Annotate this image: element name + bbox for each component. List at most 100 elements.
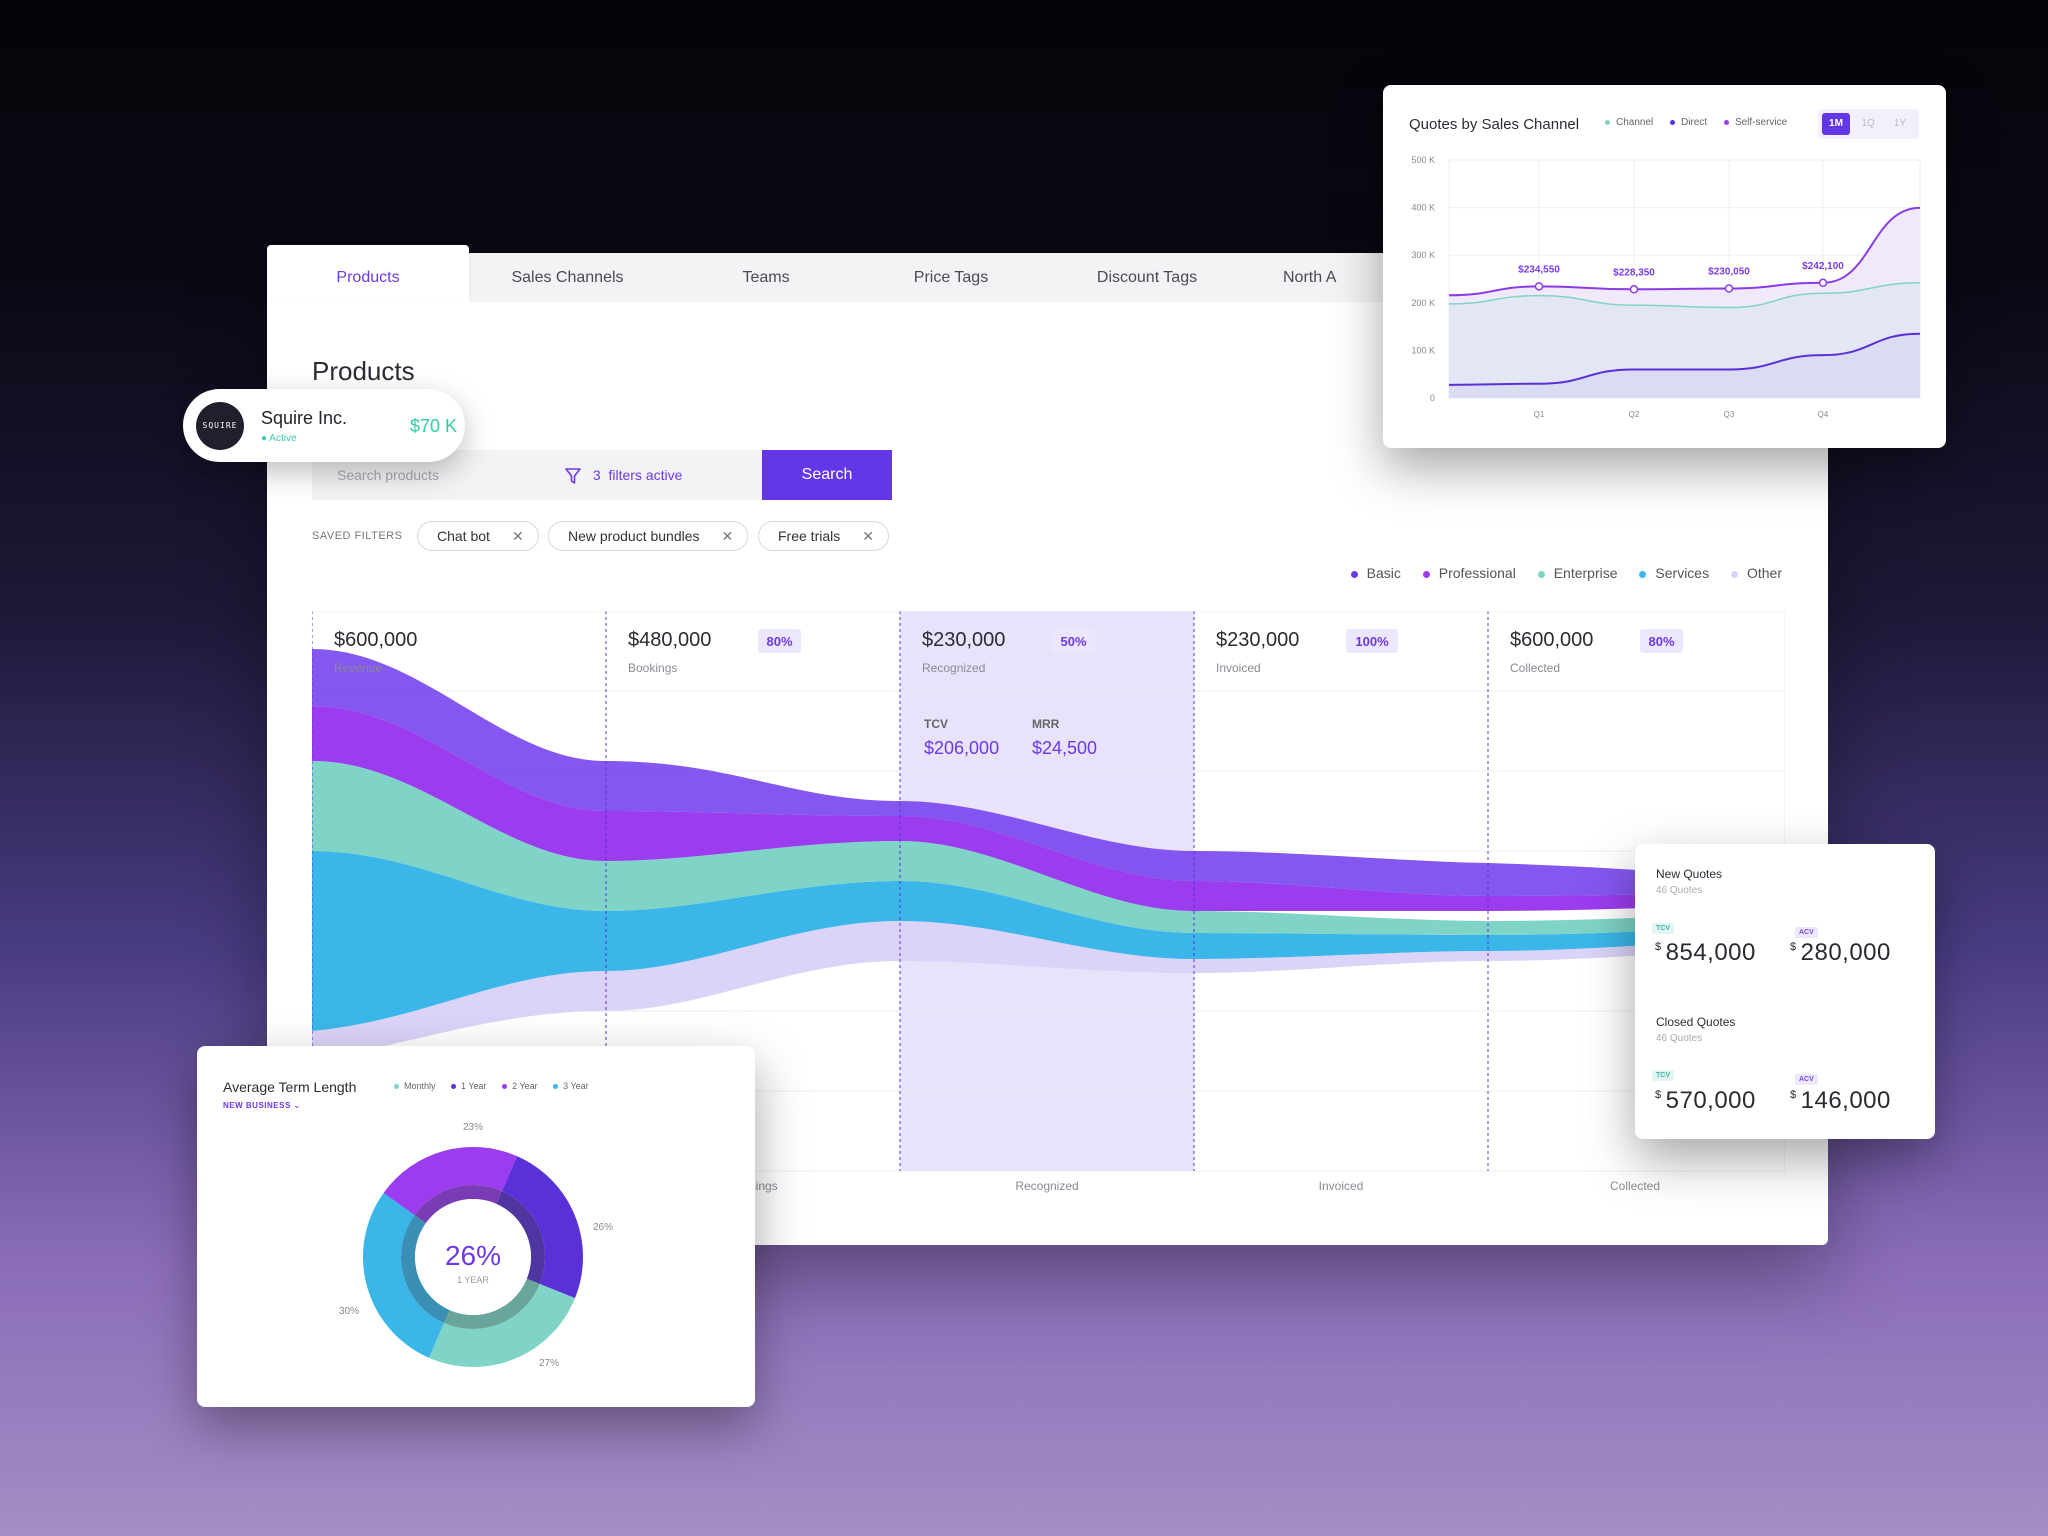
series-area bbox=[1449, 282, 1920, 398]
account-status: ● Active bbox=[261, 433, 297, 444]
tab-north-america[interactable]: North A bbox=[1283, 269, 1337, 286]
flow-services bbox=[312, 851, 1785, 1031]
legend-1-year: 1 Year bbox=[451, 1081, 487, 1091]
tab-products[interactable]: Products bbox=[267, 245, 469, 302]
chip-label: Chat bot bbox=[437, 528, 490, 544]
closed-quotes-acv: $146,000 bbox=[1790, 1087, 1891, 1114]
range-1q-button[interactable]: 1Q bbox=[1861, 118, 1875, 129]
dot-icon bbox=[1723, 119, 1729, 125]
data-point[interactable] bbox=[1818, 278, 1828, 288]
donut-inner-ring bbox=[401, 1215, 450, 1323]
range-1y-button[interactable]: 1Y bbox=[1893, 118, 1907, 129]
data-label: $228,350 bbox=[1613, 267, 1655, 278]
chart-legend: Basic Professional Enterprise Services O… bbox=[1333, 565, 1782, 581]
quotes-line-chart: 500 K 400 K 300 K 200 K 100 K 0 Q1 Q2 Q3 Q4 $234,5… bbox=[1411, 155, 1921, 419]
filter-chip-chat-bot[interactable]: Chat bot ✕ bbox=[417, 521, 539, 551]
dot-icon bbox=[451, 1084, 457, 1090]
filter-chip-free-trials[interactable]: Free trials ✕ bbox=[758, 521, 889, 551]
term-filter-dropdown[interactable]: NEW BUSINESS ⌄ bbox=[223, 1101, 301, 1110]
tab-sales-channels[interactable]: Sales Channels bbox=[511, 269, 624, 286]
account-card[interactable]: SQUIRE Squire Inc. ● Active $70 K bbox=[183, 389, 465, 462]
stage-value: $230,000 bbox=[1216, 629, 1299, 651]
legend-self-service: Self-service bbox=[1723, 117, 1787, 128]
stage-badge-text: 80% bbox=[766, 634, 792, 649]
series-line bbox=[1448, 282, 1921, 309]
new-quotes-tcv: $854,000 bbox=[1655, 939, 1756, 966]
dot-icon bbox=[1350, 570, 1358, 578]
new-quotes-title: New Quotes bbox=[1656, 867, 1723, 881]
dot-icon bbox=[1537, 570, 1545, 578]
stage-labels: $600,000Revenue$480,000Bookings80%Bookin… bbox=[334, 629, 1683, 1193]
filter-chip-product-bundles[interactable]: New product bundles ✕ bbox=[548, 521, 749, 551]
dot-icon bbox=[1670, 119, 1676, 125]
donut-slice[interactable] bbox=[428, 1283, 576, 1367]
y-tick-label: 200 K bbox=[1411, 298, 1435, 308]
y-tick-label: 300 K bbox=[1411, 250, 1435, 260]
stage-label: Bookings bbox=[628, 661, 677, 675]
quotes-kpi-card: New Quotes 46 Quotes TCV ACV $854,000 $2… bbox=[1635, 844, 1935, 1139]
y-tick-label: 400 K bbox=[1411, 203, 1435, 213]
x-tick-label: Q1 bbox=[1534, 410, 1545, 419]
mrr-label: MRR bbox=[1032, 717, 1060, 731]
slice-label: 26% bbox=[593, 1222, 613, 1233]
close-icon[interactable]: ✕ bbox=[721, 528, 734, 544]
legend-monthly: Monthly bbox=[394, 1081, 436, 1091]
axis-label: Invoiced bbox=[1319, 1179, 1364, 1193]
data-point[interactable] bbox=[1534, 282, 1544, 291]
legend-2-year: 2 Year bbox=[502, 1081, 538, 1091]
chip-label: New product bundles bbox=[568, 528, 700, 544]
account-amount: $70 K bbox=[410, 416, 458, 436]
dot-icon bbox=[1639, 570, 1647, 578]
stage-badge bbox=[1052, 629, 1095, 653]
mrr-value: $24,500 bbox=[1032, 738, 1097, 758]
stage-value: $600,000 bbox=[334, 629, 417, 651]
dot-icon bbox=[553, 1084, 559, 1090]
data-point[interactable] bbox=[1629, 285, 1639, 294]
new-quotes-count: 46 Quotes bbox=[1656, 885, 1703, 896]
donut-slice[interactable] bbox=[501, 1156, 583, 1299]
acv-badge: ACV bbox=[1795, 1074, 1818, 1085]
term-title: Average Term Length bbox=[223, 1079, 357, 1095]
axis-label: Collected bbox=[1610, 1179, 1660, 1193]
tab-price-tags[interactable]: Price Tags bbox=[913, 269, 989, 286]
dot-icon bbox=[502, 1084, 508, 1090]
stage-label: Recognized bbox=[922, 661, 985, 675]
closed-quotes-count: 46 Quotes bbox=[1656, 1033, 1703, 1044]
filters-text: filters active bbox=[608, 467, 683, 483]
dot-icon bbox=[1730, 570, 1738, 578]
donut-inner-ring bbox=[496, 1191, 545, 1284]
data-label: $234,550 bbox=[1518, 264, 1560, 275]
page-title: Products bbox=[312, 356, 415, 386]
filters-indicator[interactable]: 3 filters active bbox=[565, 450, 682, 500]
y-tick-label: 100 K bbox=[1411, 345, 1435, 355]
close-icon[interactable]: ✕ bbox=[862, 528, 874, 544]
stage-value: $600,000 bbox=[1510, 629, 1593, 651]
donut-inner-ring bbox=[414, 1185, 502, 1224]
donut-slice[interactable] bbox=[363, 1193, 445, 1358]
x-tick-label: Q3 bbox=[1724, 410, 1735, 419]
quotes-title: Quotes by Sales Channel bbox=[1409, 116, 1580, 133]
x-tick-label: Q2 bbox=[1629, 410, 1640, 419]
stage-label: Revenue bbox=[334, 661, 382, 675]
legend-professional: Professional bbox=[1422, 565, 1516, 581]
search-button[interactable]: Search bbox=[762, 450, 892, 500]
term-legend: Monthly 1 Year 2 Year 3 Year bbox=[394, 1081, 602, 1091]
close-icon[interactable]: ✕ bbox=[511, 528, 524, 544]
legend-channel: Channel bbox=[1605, 117, 1653, 128]
quotes-channel-card: 500 K 400 K 300 K 200 K 100 K 0 Q1 Q2 Q3 Q4 $234,5… bbox=[1383, 85, 1946, 448]
tab-teams[interactable]: Teams bbox=[742, 269, 790, 286]
y-tick-label: 500 K bbox=[1411, 155, 1435, 165]
data-point[interactable] bbox=[1724, 284, 1734, 293]
chevron-down-icon: ⌄ bbox=[293, 1101, 301, 1110]
term-donut-chart: 23% 26% 27% 30% 26% 1 YEAR bbox=[339, 1122, 613, 1369]
tcv-label: TCV bbox=[924, 717, 948, 731]
legend-other: Other bbox=[1730, 565, 1782, 581]
quotes-legend: Channel Direct Self-service bbox=[1605, 117, 1801, 128]
donut-slice[interactable] bbox=[383, 1147, 518, 1216]
flow-professional bbox=[312, 706, 1785, 911]
range-1m-button[interactable]: 1M bbox=[1822, 113, 1850, 135]
data-label: $230,050 bbox=[1708, 266, 1750, 277]
donut-inner-ring bbox=[444, 1278, 540, 1329]
closed-quotes-title: Closed Quotes bbox=[1656, 1015, 1736, 1029]
tab-discount-tags[interactable]: Discount Tags bbox=[1096, 269, 1198, 286]
